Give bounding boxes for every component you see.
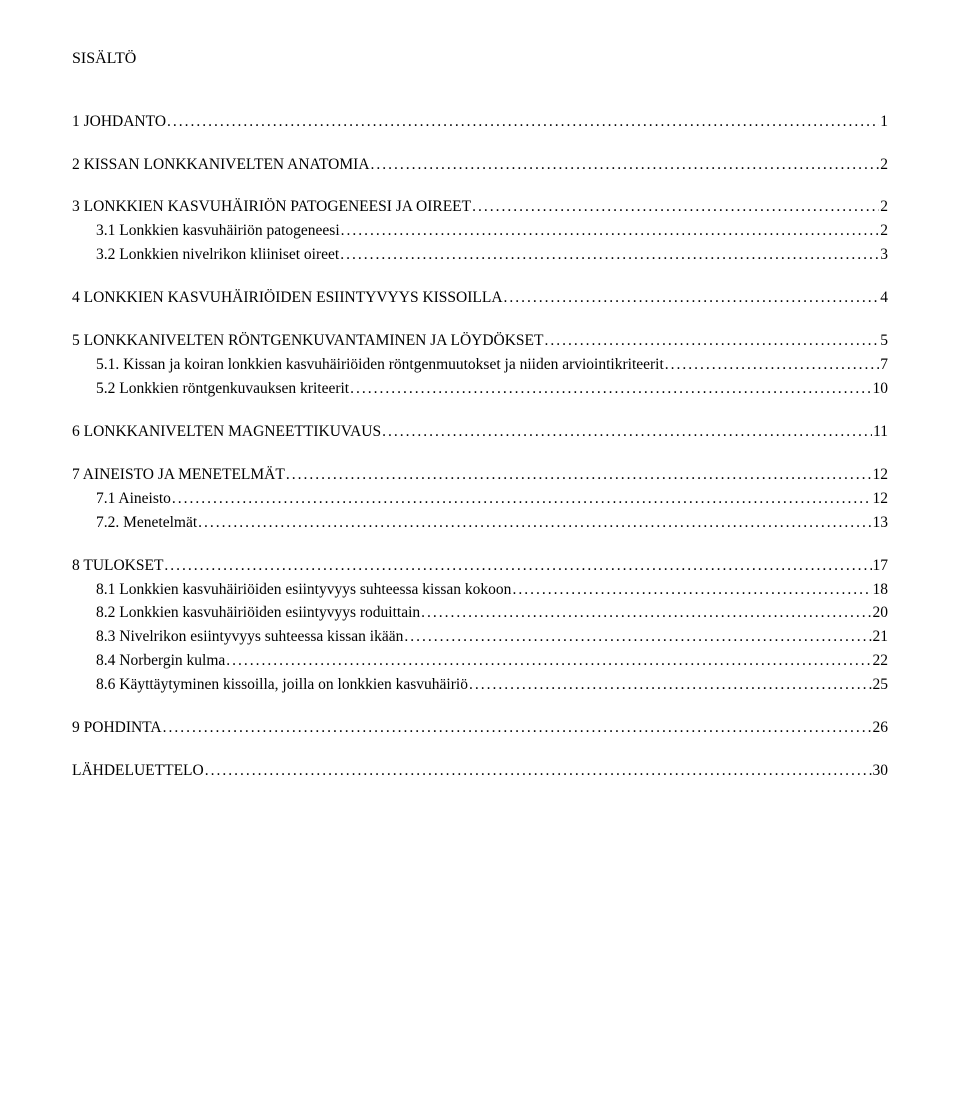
toc-entry: 7.2. Menetelmät 13 xyxy=(96,513,888,534)
toc-label: 8.2 Lonkkien kasvuhäiriöiden esiintyvyys… xyxy=(96,603,420,624)
toc-label: 1 JOHDANTO xyxy=(72,112,166,133)
toc-leader-dots xyxy=(469,675,872,696)
toc-label: 8.1 Lonkkien kasvuhäiriöiden esiintyvyys… xyxy=(96,580,511,601)
toc-entry: LÄHDELUETTELO 30 xyxy=(72,761,888,782)
toc-label: 8.4 Norbergin kulma xyxy=(96,651,225,672)
toc-leader-dots xyxy=(198,513,871,534)
toc-entry: 1 JOHDANTO 1 xyxy=(72,112,888,133)
toc-leader-dots xyxy=(665,355,879,376)
toc-leader-dots xyxy=(504,288,880,309)
toc-entry: 5.1. Kissan ja koiran lonkkien kasvuhäir… xyxy=(96,355,888,376)
toc-page-number: 12 xyxy=(873,465,889,486)
toc-page-number: 22 xyxy=(873,651,889,672)
toc-page-number: 25 xyxy=(873,675,889,696)
toc-label: 3.1 Lonkkien kasvuhäiriön patogeneesi xyxy=(96,221,340,242)
toc-entry: 8.1 Lonkkien kasvuhäiriöiden esiintyvyys… xyxy=(96,580,888,601)
toc-entry: 8.3 Nivelrikon esiintyvyys suhteessa kis… xyxy=(96,627,888,648)
toc-label: 8.6 Käyttäytyminen kissoilla, joilla on … xyxy=(96,675,468,696)
toc-leader-dots xyxy=(340,245,879,266)
toc-leader-dots xyxy=(226,651,871,672)
toc-label: 4 LONKKIEN KASVUHÄIRIÖIDEN ESIINTYVYYS K… xyxy=(72,288,503,309)
toc-leader-dots xyxy=(382,422,872,443)
toc-label: 7 AINEISTO JA MENETELMÄT xyxy=(72,465,285,486)
toc-entry: 8 TULOKSET 17 xyxy=(72,556,888,577)
toc-page-number: 2 xyxy=(880,221,888,242)
toc-entry: 5.2 Lonkkien röntgenkuvauksen kriteerit 1… xyxy=(96,379,888,400)
toc-leader-dots xyxy=(472,197,879,218)
toc-leader-dots xyxy=(164,556,871,577)
toc-entry: 4 LONKKIEN KASVUHÄIRIÖIDEN ESIINTYVYYS K… xyxy=(72,288,888,309)
toc-page-number: 4 xyxy=(880,288,888,309)
toc-leader-dots xyxy=(421,603,871,624)
toc-leader-dots xyxy=(205,761,872,782)
toc-entry: 8.4 Norbergin kulma 22 xyxy=(96,651,888,672)
toc-leader-dots xyxy=(371,155,880,176)
toc-label: 7.1 Aineisto xyxy=(96,489,171,510)
toc-leader-dots xyxy=(404,627,871,648)
toc-label: 3 LONKKIEN KASVUHÄIRIÖN PATOGENEESI JA O… xyxy=(72,197,471,218)
toc-entry: 6 LONKKANIVELTEN MAGNEETTIKUVAUS 11 xyxy=(72,422,888,443)
toc-page-number: 3 xyxy=(880,245,888,266)
toc-entry: 5 LONKKANIVELTEN RÖNTGENKUVANTAMINEN JA … xyxy=(72,331,888,352)
toc-label: LÄHDELUETTELO xyxy=(72,761,204,782)
toc-leader-dots xyxy=(341,221,880,242)
toc-page-number: 12 xyxy=(873,489,889,510)
toc-leader-dots xyxy=(544,331,879,352)
toc-leader-dots xyxy=(286,465,872,486)
toc-label: 9 POHDINTA xyxy=(72,718,162,739)
toc-label: 5 LONKKANIVELTEN RÖNTGENKUVANTAMINEN JA … xyxy=(72,331,543,352)
toc-entry: 8.6 Käyttäytyminen kissoilla, joilla on … xyxy=(96,675,888,696)
toc-entry: 3.2 Lonkkien nivelrikon kliiniset oireet… xyxy=(96,245,888,266)
toc-page-number: 18 xyxy=(873,580,889,601)
toc-entry: 3 LONKKIEN KASVUHÄIRIÖN PATOGENEESI JA O… xyxy=(72,197,888,218)
toc-label: 8.3 Nivelrikon esiintyvyys suhteessa kis… xyxy=(96,627,403,648)
toc-page-number: 11 xyxy=(873,422,888,443)
toc-page-number: 10 xyxy=(873,379,889,400)
toc-entry: 7 AINEISTO JA MENETELMÄT 12 xyxy=(72,465,888,486)
toc-page-number: 21 xyxy=(873,627,889,648)
toc-leader-dots xyxy=(163,718,872,739)
toc-page-number: 26 xyxy=(873,718,889,739)
toc-entry: 3.1 Lonkkien kasvuhäiriön patogeneesi 2 xyxy=(96,221,888,242)
toc-page-number: 7 xyxy=(880,355,888,376)
toc-leader-dots xyxy=(172,489,872,510)
toc-entry: 9 POHDINTA 26 xyxy=(72,718,888,739)
toc-leader-dots xyxy=(167,112,879,133)
toc-entry: 7.1 Aineisto 12 xyxy=(96,489,888,510)
toc-page-number: 13 xyxy=(873,513,889,534)
toc-entry: 8.2 Lonkkien kasvuhäiriöiden esiintyvyys… xyxy=(96,603,888,624)
toc-page-number: 2 xyxy=(880,197,888,218)
toc-leader-dots xyxy=(512,580,871,601)
toc-label: 2 KISSAN LONKKANIVELTEN ANATOMIA xyxy=(72,155,370,176)
toc-label: 3.2 Lonkkien nivelrikon kliiniset oireet xyxy=(96,245,339,266)
toc-page-number: 20 xyxy=(873,603,889,624)
toc-leader-dots xyxy=(350,379,871,400)
toc-label: 8 TULOKSET xyxy=(72,556,163,577)
toc-page-number: 5 xyxy=(880,331,888,352)
toc-label: 6 LONKKANIVELTEN MAGNEETTIKUVAUS xyxy=(72,422,381,443)
toc-label: 5.1. Kissan ja koiran lonkkien kasvuhäir… xyxy=(96,355,664,376)
toc-page-number: 1 xyxy=(880,112,888,133)
table-of-contents: 1 JOHDANTO 1 2 KISSAN LONKKANIVELTEN ANATO… xyxy=(72,112,888,782)
toc-page-number: 2 xyxy=(880,155,888,176)
page-title: SISÄLTÖ xyxy=(72,48,888,70)
toc-entry: 2 KISSAN LONKKANIVELTEN ANATOMIA 2 xyxy=(72,155,888,176)
toc-page-number: 30 xyxy=(873,761,889,782)
toc-label: 7.2. Menetelmät xyxy=(96,513,197,534)
toc-page-number: 17 xyxy=(873,556,889,577)
toc-label: 5.2 Lonkkien röntgenkuvauksen kriteerit xyxy=(96,379,349,400)
